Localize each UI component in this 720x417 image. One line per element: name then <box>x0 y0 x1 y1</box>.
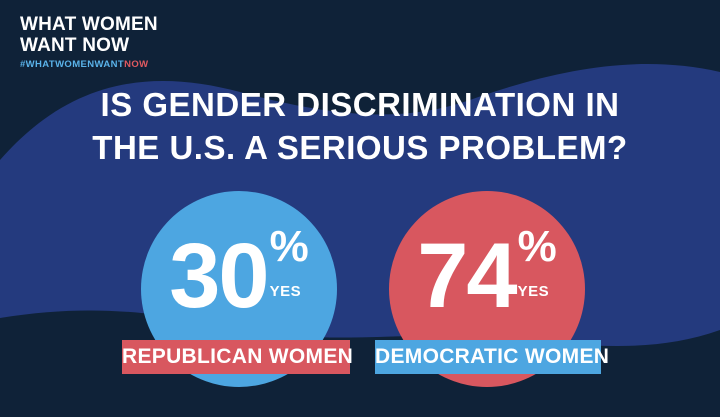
republican-percentage: 30% YES <box>141 221 337 331</box>
hashtag-main: #WHATWOMENWANT <box>20 59 125 70</box>
brand-line-2: WANT NOW <box>20 35 130 56</box>
question-line-1: IS GENDER DISCRIMINATION IN <box>100 86 620 123</box>
democratic-percent-sign: % <box>517 222 557 271</box>
hashtag-accent: NOW <box>124 59 149 70</box>
question-line-2: THE U.S. A SERIOUS PROBLEM? <box>92 129 628 166</box>
democratic-value: 74 <box>417 225 517 327</box>
question-heading: IS GENDER DISCRIMINATION IN THE U.S. A S… <box>0 83 720 169</box>
brand-line-1: WHAT WOMEN <box>20 14 158 35</box>
republican-percent-sign: % <box>269 222 309 271</box>
brand-hashtag: #WHATWOMENWANTNOW <box>20 59 158 70</box>
democratic-answer: YES <box>517 283 550 300</box>
republican-answer: YES <box>269 283 302 300</box>
republican-value: 30 <box>169 225 269 327</box>
democratic-percentage: 74% YES <box>389 221 585 331</box>
democratic-women-label: DEMOCRATIC WOMEN <box>375 340 609 374</box>
brand-logo: WHAT WOMEN WANT NOW #WHATWOMENWANTNOW <box>20 14 158 70</box>
republican-women-label: REPUBLICAN WOMEN <box>122 340 353 374</box>
